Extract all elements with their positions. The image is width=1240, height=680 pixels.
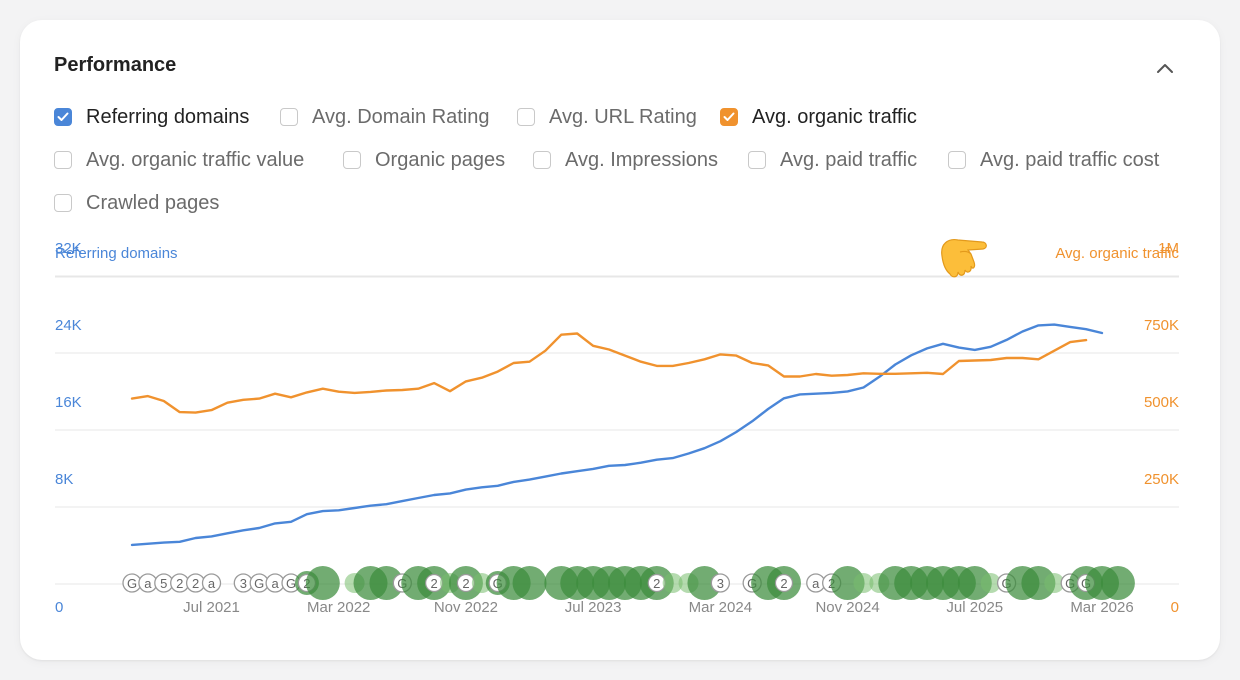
annotation-label: 2: [462, 576, 469, 591]
x-tick-label: Mar 2024: [689, 599, 752, 616]
option-avg-impressions[interactable]: Avg. Impressions: [533, 148, 718, 172]
left-tick-label: 24K: [55, 317, 82, 334]
annotation-label: G: [127, 576, 137, 591]
x-tick-label: Nov 2022: [434, 599, 498, 616]
annotation-marker[interactable]: [662, 573, 683, 593]
checkbox-avg-organic-traffic[interactable]: [720, 108, 738, 126]
x-tick-label: Nov 2024: [815, 599, 879, 616]
option-label: Avg. URL Rating: [549, 105, 697, 128]
annotation-label: 3: [717, 576, 724, 591]
option-avg-organic-traffic[interactable]: Avg. organic traffic: [720, 105, 917, 129]
series-line-avg-organic-traffic: [130, 332, 1088, 414]
annotation-marker[interactable]: [687, 566, 722, 600]
option-label: Avg. paid traffic: [780, 148, 918, 171]
annotation-label: a: [144, 576, 152, 591]
annotation-marker[interactable]: [830, 566, 865, 600]
annotation-marker[interactable]: [853, 573, 874, 593]
chevron-up-icon[interactable]: [1152, 56, 1178, 82]
annotation-label: 2: [653, 576, 660, 591]
right-axis-title: Avg. organic traffic: [1055, 245, 1179, 262]
series-line-referring-domains: [130, 323, 1104, 547]
checkbox-avg-url-rating[interactable]: [517, 108, 535, 126]
option-label: Avg. paid traffic cost: [980, 148, 1160, 171]
option-label: Organic pages: [375, 148, 506, 171]
panel-title: Performance: [54, 54, 177, 76]
annotation-marker[interactable]: [369, 566, 404, 600]
annotation-label: 2: [780, 576, 787, 591]
annotation-label: G: [254, 576, 264, 591]
pointing-hand-emoji: [941, 239, 987, 278]
annotation-marker[interactable]: [512, 566, 547, 600]
performance-panel: Performance Referring domains Avg. Domain…: [20, 20, 1220, 660]
annotation-marker[interactable]: [1100, 566, 1135, 600]
right-tick-label: 1M: [1158, 240, 1179, 257]
annotation-label: 3: [240, 576, 247, 591]
right-tick-label: 250K: [1144, 471, 1179, 488]
annotation-marker[interactable]: [201, 573, 222, 593]
x-tick-label: Mar 2026: [1070, 599, 1133, 616]
option-label: Avg. Domain Rating: [312, 105, 490, 128]
option-referring-domains[interactable]: Referring domains: [54, 105, 249, 129]
option-label: Avg. organic traffic value: [86, 148, 305, 171]
checkbox-avg-domain-rating[interactable]: [280, 108, 298, 126]
checkbox-avg-paid-traffic-cost[interactable]: [948, 151, 966, 169]
x-tick-label: Jul 2023: [565, 599, 622, 616]
left-axis-title: Referring domains: [55, 245, 178, 262]
option-crawled-pages[interactable]: Crawled pages: [54, 191, 219, 215]
option-avg-paid-traffic-cost[interactable]: Avg. paid traffic cost: [948, 148, 1159, 172]
annotation-label: 2: [192, 576, 199, 591]
checkbox-organic-pages[interactable]: [343, 151, 361, 169]
right-tick-label: 750K: [1144, 317, 1179, 334]
option-avg-url-rating[interactable]: Avg. URL Rating: [517, 105, 697, 129]
option-avg-paid-traffic[interactable]: Avg. paid traffic: [748, 148, 917, 172]
annotation-label: 5: [160, 576, 167, 591]
option-organic-pages[interactable]: Organic pages: [343, 148, 505, 172]
left-tick-label: 8K: [55, 471, 73, 488]
annotation-label: a: [271, 576, 279, 591]
left-tick-label: 32K: [55, 240, 82, 257]
annotation-label: G: [286, 576, 296, 591]
option-label: Avg. Impressions: [565, 148, 719, 171]
annotation-marker[interactable]: [980, 573, 1001, 593]
annotation-badge: [774, 573, 794, 593]
option-label: Crawled pages: [86, 191, 220, 214]
checkbox-referring-domains[interactable]: [54, 108, 72, 126]
annotation-marker[interactable]: [1021, 566, 1056, 600]
annotation-label: 2: [176, 576, 183, 591]
annotation-label: a: [208, 576, 216, 591]
annotation-marker[interactable]: [305, 566, 340, 600]
right-tick-label: 500K: [1144, 394, 1179, 411]
left-tick-label: 0: [55, 599, 63, 616]
annotation-marker[interactable]: [957, 566, 992, 600]
annotation-label: 2: [431, 576, 438, 591]
annotation-marker[interactable]: [710, 573, 731, 593]
checkbox-crawled-pages[interactable]: [54, 194, 72, 212]
annotation-label: a: [812, 576, 820, 591]
checkbox-avg-impressions[interactable]: [533, 151, 551, 169]
checkbox-avg-organic-traffic-value[interactable]: [54, 151, 72, 169]
option-label: Referring domains: [86, 105, 250, 128]
checkbox-avg-paid-traffic[interactable]: [748, 151, 766, 169]
x-tick-label: Mar 2022: [307, 599, 370, 616]
left-tick-label: 16K: [55, 394, 82, 411]
option-avg-organic-traffic-value[interactable]: Avg. organic traffic value: [54, 148, 304, 172]
x-tick-label: Jul 2025: [946, 599, 1003, 616]
x-tick-label: Jul 2021: [183, 599, 240, 616]
option-avg-domain-rating[interactable]: Avg. Domain Rating: [280, 105, 490, 129]
option-label: Avg. organic traffic: [752, 105, 917, 128]
right-tick-label: 0: [1171, 599, 1179, 616]
annotation-marker[interactable]: [1044, 573, 1065, 593]
performance-chart: Referring domains Avg. organic traffic 0 8K…: [55, 239, 1179, 616]
